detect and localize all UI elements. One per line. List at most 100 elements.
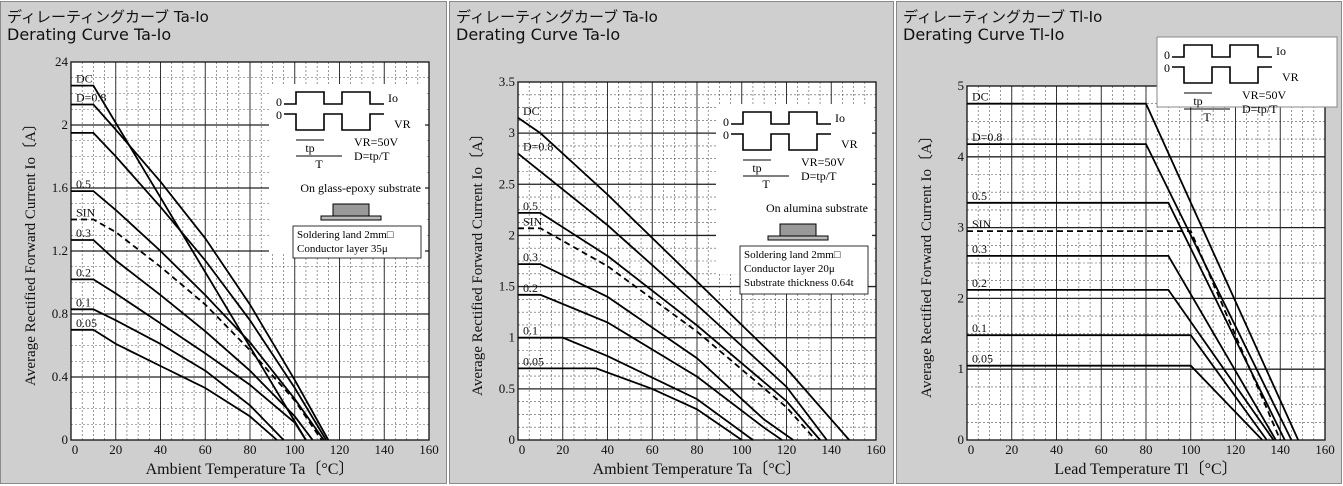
y-tick-label: 0.5: [499, 381, 515, 396]
series-label: SIN: [523, 214, 543, 228]
series-line: [71, 190, 325, 441]
series-line: [517, 117, 850, 441]
chart-plot: 0 20 40 60 80 100 120 140 160 0 0.4 0.8 1.2 1.6 2 24 Amb…: [22, 54, 439, 478]
series-label: 0.2: [523, 281, 538, 295]
x-tick-label: 80: [1140, 442, 1153, 457]
y-tick-label: 1: [958, 361, 965, 376]
vr-waveform: [1172, 66, 1272, 84]
x-tick-label: 60: [1095, 442, 1108, 457]
duty-label: D=tp/T: [1242, 102, 1278, 116]
y-tick-label: 2: [958, 290, 965, 305]
zero-label: 0: [723, 128, 729, 142]
y-tick-label: 0.4: [52, 369, 69, 384]
x-tick-label: 140: [1271, 442, 1291, 457]
series-line: [967, 255, 1277, 441]
series-label: 0.2: [76, 265, 91, 279]
zero-label: 0: [1164, 48, 1170, 62]
series-line: [71, 308, 285, 441]
x-axis-label: Ambient Temperature Ta〔°C〕: [146, 460, 355, 478]
series-line: [71, 278, 307, 441]
y-tick-label: 3: [958, 220, 965, 235]
period-label: T: [762, 177, 770, 191]
series-label: 0.1: [523, 324, 538, 338]
series-label: 0.2: [972, 276, 987, 290]
y-tick-label: 2: [62, 117, 69, 132]
series-label: 0.1: [972, 321, 987, 335]
y-tick-label: 0.8: [52, 306, 68, 321]
tp-label: tp: [1193, 94, 1202, 108]
series-line: [967, 289, 1275, 441]
series-line: [967, 364, 1263, 441]
x-tick-label: 80: [691, 442, 704, 457]
x-tick-label: 0: [72, 442, 79, 457]
x-tick-label: 120: [330, 442, 350, 457]
notes-box: [292, 225, 422, 259]
grid: [967, 86, 1325, 440]
y-tick-label: 4: [958, 149, 965, 164]
chart-title-jp: ディレーティングカーブ Ta-Io: [7, 8, 209, 26]
x-tick-label: 100: [732, 442, 752, 457]
y-tick-label: 0: [62, 432, 69, 447]
series-line: [967, 102, 1300, 441]
series-line: [518, 263, 794, 441]
series-line: [71, 84, 307, 441]
chart-panel-3: ディレーティングカーブ Tl-Io Derating Curve Tl-Io 0…: [896, 1, 1342, 484]
note-line: Conductor layer 20μ: [744, 263, 835, 275]
x-tick-label: 80: [244, 442, 257, 457]
x-tick-label: 140: [822, 442, 842, 457]
zero-label: 0: [276, 95, 282, 109]
io-label: Io: [1276, 44, 1286, 58]
series-line: [518, 227, 817, 441]
vr-value: VR=50V: [1242, 88, 1286, 102]
io-waveform: [731, 111, 831, 125]
note-line: Conductor layer 35μ: [297, 243, 388, 255]
zero-label: 0: [723, 115, 729, 129]
y-tick-label: 3.5: [499, 74, 515, 89]
series-label: 0.5: [972, 189, 987, 203]
x-tick-label: 40: [1050, 442, 1063, 457]
note-line: Soldering land 2mm□: [297, 229, 394, 241]
chart-plot: 0 20 40 60 80 100 120 140 160 0 0.5 1 1.5 2 2.5 3 3.5 Amb…: [469, 74, 886, 478]
io-waveform: [284, 91, 384, 105]
x-tick-label: 100: [1181, 442, 1201, 457]
x-axis-label: Ambient Temperature Ta〔°C〕: [593, 460, 802, 478]
series-label: 0.5: [76, 177, 91, 191]
substrate-base: [767, 235, 829, 241]
y-tick-label: 1.2: [52, 243, 68, 258]
series-line: [967, 230, 1282, 441]
series-label: SIN: [76, 206, 96, 220]
series-label: 0.05: [76, 316, 97, 330]
x-tick-label: 100: [285, 442, 305, 457]
x-tick-label: 20: [109, 442, 122, 457]
y-tick-label: 5: [958, 78, 965, 93]
substrate-label: On alumina substrate: [766, 201, 868, 215]
vr-value: VR=50V: [354, 135, 398, 149]
chart-title: Derating Curve Ta-Io: [456, 25, 621, 44]
chart-panel-2: ディレーティングカーブ Ta-Io Derating Curve Ta-Io 0…: [449, 1, 894, 484]
x-tick-label: 60: [199, 442, 212, 457]
note-line: Soldering land 2mm□: [744, 249, 841, 261]
series-label: DC: [523, 104, 540, 118]
y-tick-label: 1.5: [499, 279, 515, 294]
series-label: DC: [76, 72, 93, 86]
series-line: [518, 293, 783, 441]
series-line: [71, 132, 327, 441]
series-line: [71, 103, 330, 441]
period-label: T: [315, 157, 323, 171]
x-tick-label: 60: [646, 442, 659, 457]
series-label: 0.3: [76, 226, 91, 240]
series-line: [967, 334, 1268, 441]
plot-frame: [517, 81, 877, 441]
x-tick-label: 140: [375, 442, 395, 457]
zero-label: 0: [276, 108, 282, 122]
series-label: DC: [972, 90, 989, 104]
series-label: SIN: [972, 217, 992, 231]
series-line: [518, 367, 743, 441]
duty-label: D=tp/T: [801, 169, 837, 183]
y-tick-label: 3: [509, 125, 516, 140]
y-tick-label: 0: [958, 432, 965, 447]
substrate-base: [320, 215, 382, 221]
x-tick-label: 20: [556, 442, 569, 457]
